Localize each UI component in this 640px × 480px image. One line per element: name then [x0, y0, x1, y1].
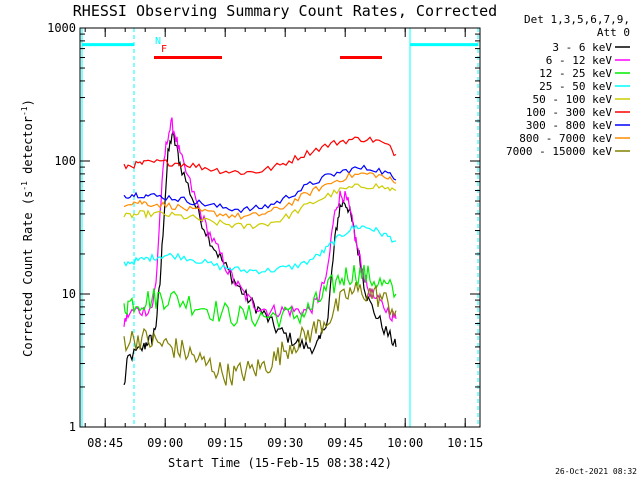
x-tick-label-2: 09:15	[207, 436, 243, 450]
legend-label-0: 3 - 6 keV	[552, 41, 612, 54]
series-line-2	[123, 264, 397, 328]
y-tick-label-1: 10	[62, 287, 76, 301]
series-line-3	[123, 224, 397, 275]
series-line-0	[123, 129, 397, 386]
x-tick-label-1: 09:00	[147, 436, 183, 450]
legend-label-7: 800 - 7000 keV	[519, 132, 612, 145]
series-line-1	[123, 117, 397, 327]
series-line-4	[123, 182, 397, 230]
y-tick-label-2: 100	[54, 154, 76, 168]
chart-title: RHESSI Observing Summary Count Rates, Co…	[73, 2, 497, 20]
y-axis-label-sup2: -1	[20, 106, 29, 116]
legend-header-2: Att 0	[597, 26, 630, 39]
legend-label-4: 50 - 100 keV	[533, 93, 613, 106]
x-tick-label-6: 10:15	[447, 436, 483, 450]
series-line-8	[123, 281, 397, 386]
y-tick-label-3: 1000	[47, 21, 76, 35]
series-line-7	[123, 172, 397, 220]
annotations	[81, 28, 479, 427]
y-tick-label-0: 1	[69, 420, 76, 434]
marker-f: F	[161, 44, 167, 55]
x-tick-label-4: 09:45	[327, 436, 363, 450]
x-axis-label: Start Time (15-Feb-15 08:38:42)	[168, 456, 392, 470]
plot-frame	[79, 27, 481, 428]
plot-series	[123, 117, 397, 386]
footer-date: 26-Oct-2021 08:32	[555, 467, 637, 476]
y-axis-label: Corrected Count Rate (s-1 detector-1)	[20, 99, 35, 357]
y-ticks: 1 10 100 1000	[47, 21, 480, 434]
legend-label-8: 7000 - 15000 keV	[506, 145, 612, 158]
y-axis-label-end: )	[21, 99, 35, 106]
marker-n: N	[155, 36, 161, 47]
legend-label-3: 25 - 50 keV	[539, 80, 612, 93]
series-line-5	[123, 136, 397, 176]
x-tick-label-0: 08:45	[87, 436, 123, 450]
legend-label-2: 12 - 25 keV	[539, 67, 612, 80]
legend-label-1: 6 - 12 keV	[546, 54, 613, 67]
x-tick-label-5: 10:00	[387, 436, 423, 450]
y-axis-label-sup1: -1	[20, 181, 29, 191]
y-axis-label-main: Corrected Count Rate (s	[21, 191, 35, 357]
series-line-6	[123, 164, 397, 214]
x-tick-label-3: 09:30	[267, 436, 303, 450]
legend-header-1: Det 1,3,5,6,7,9,	[524, 13, 630, 26]
legend-label-6: 300 - 800 keV	[526, 119, 612, 132]
legend-label-5: 100 - 300 keV	[526, 106, 612, 119]
y-axis-label-mid: detector	[21, 116, 35, 181]
x-ticks: 08:45 09:00 09:15 09:30 09:45 10:00 10:15	[84, 28, 483, 450]
